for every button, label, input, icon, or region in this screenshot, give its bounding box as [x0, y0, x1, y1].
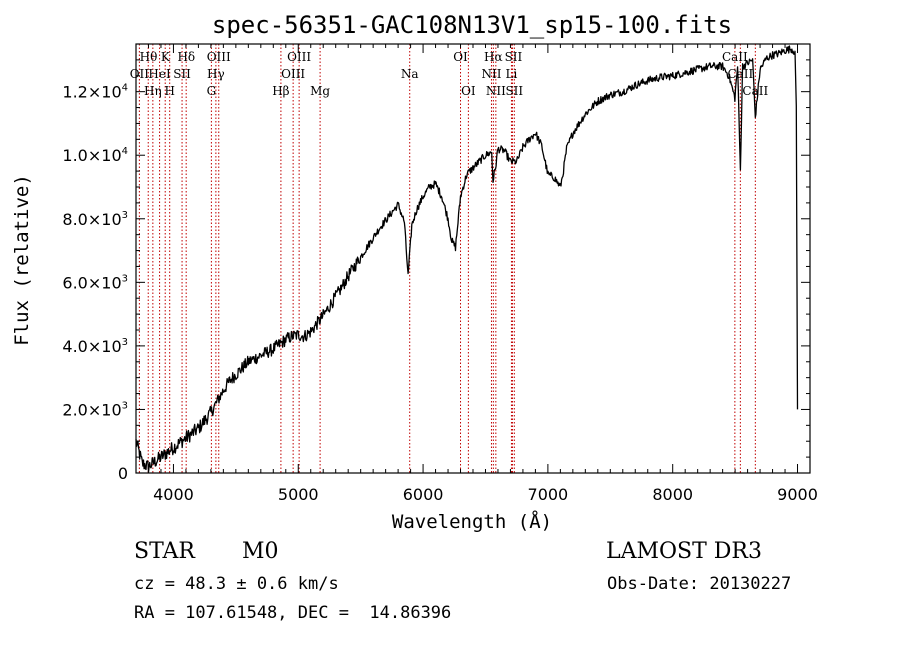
spectrum-line	[135, 45, 799, 473]
x-tick-label: 4000	[153, 485, 194, 504]
y-tick-label: 8.0×103	[62, 210, 128, 229]
line-label: SII	[505, 50, 523, 64]
line-label: Li	[506, 67, 518, 81]
line-label: NII	[481, 67, 501, 81]
line-label: Na	[401, 67, 419, 81]
coordinates: RA = 107.61548, DEC = 14.86396	[134, 603, 452, 623]
plot-frame	[135, 43, 811, 474]
y-tick-label: 4.0×103	[62, 337, 128, 356]
object-subclass: M0	[242, 539, 279, 564]
x-tick-label: 6000	[403, 485, 444, 504]
line-label: Hβ	[272, 84, 289, 98]
line-label: CaII	[742, 84, 768, 98]
line-label: OI	[461, 84, 476, 98]
chart-title: spec-56351-GAC108N13V1_sp15-100.fits	[212, 11, 732, 39]
y-tick-label: 2.0×103	[62, 400, 128, 419]
survey-name: LAMOST DR3	[606, 539, 762, 564]
line-label: K	[161, 50, 171, 64]
y-axis-label: Flux (relative)	[11, 174, 33, 346]
line-label: CaII	[722, 50, 748, 64]
y-tick-label: 6.0×103	[62, 273, 128, 292]
line-label: G	[207, 84, 217, 98]
line-label: Hα	[484, 50, 503, 64]
line-label: CaII	[727, 67, 753, 81]
line-label: Hδ	[177, 50, 195, 64]
y-tick-label: 1.2×104	[62, 83, 128, 102]
x-tick-label: 7000	[528, 485, 569, 504]
line-label: NII	[486, 84, 506, 98]
line-label: OII	[130, 67, 150, 81]
x-tick-label: 8000	[652, 485, 693, 504]
x-tick-label: 9000	[777, 485, 818, 504]
line-label: HeI	[148, 67, 171, 81]
y-tick-label: 1.0×104	[62, 146, 128, 165]
observation-date: Obs-Date: 20130227	[607, 574, 792, 594]
axis-ticks: 4000 5000 6000 7000 8000 9000 0 2.0×103 4.0×103 6…	[62, 43, 818, 504]
line-label: Hγ	[207, 67, 225, 81]
y-tick-label: 0	[118, 464, 128, 483]
line-label: Hθ	[140, 50, 158, 64]
line-label: OIII	[207, 50, 231, 64]
line-label: OIII	[281, 67, 305, 81]
x-tick-label: 5000	[278, 485, 319, 504]
line-label: OI	[453, 50, 468, 64]
line-label: OIII	[287, 50, 311, 64]
object-class: STAR	[134, 539, 195, 564]
spectral-line-markers	[138, 44, 756, 473]
x-axis-label: Wavelength (Å)	[392, 510, 552, 533]
redshift-cz: cz = 48.3 ± 0.6 km/s	[134, 574, 339, 594]
line-label: SII	[505, 84, 523, 98]
line-label: SII	[173, 67, 191, 81]
line-label: H	[164, 84, 174, 98]
line-label: Hη	[144, 84, 162, 98]
line-label: Mg	[310, 84, 330, 98]
